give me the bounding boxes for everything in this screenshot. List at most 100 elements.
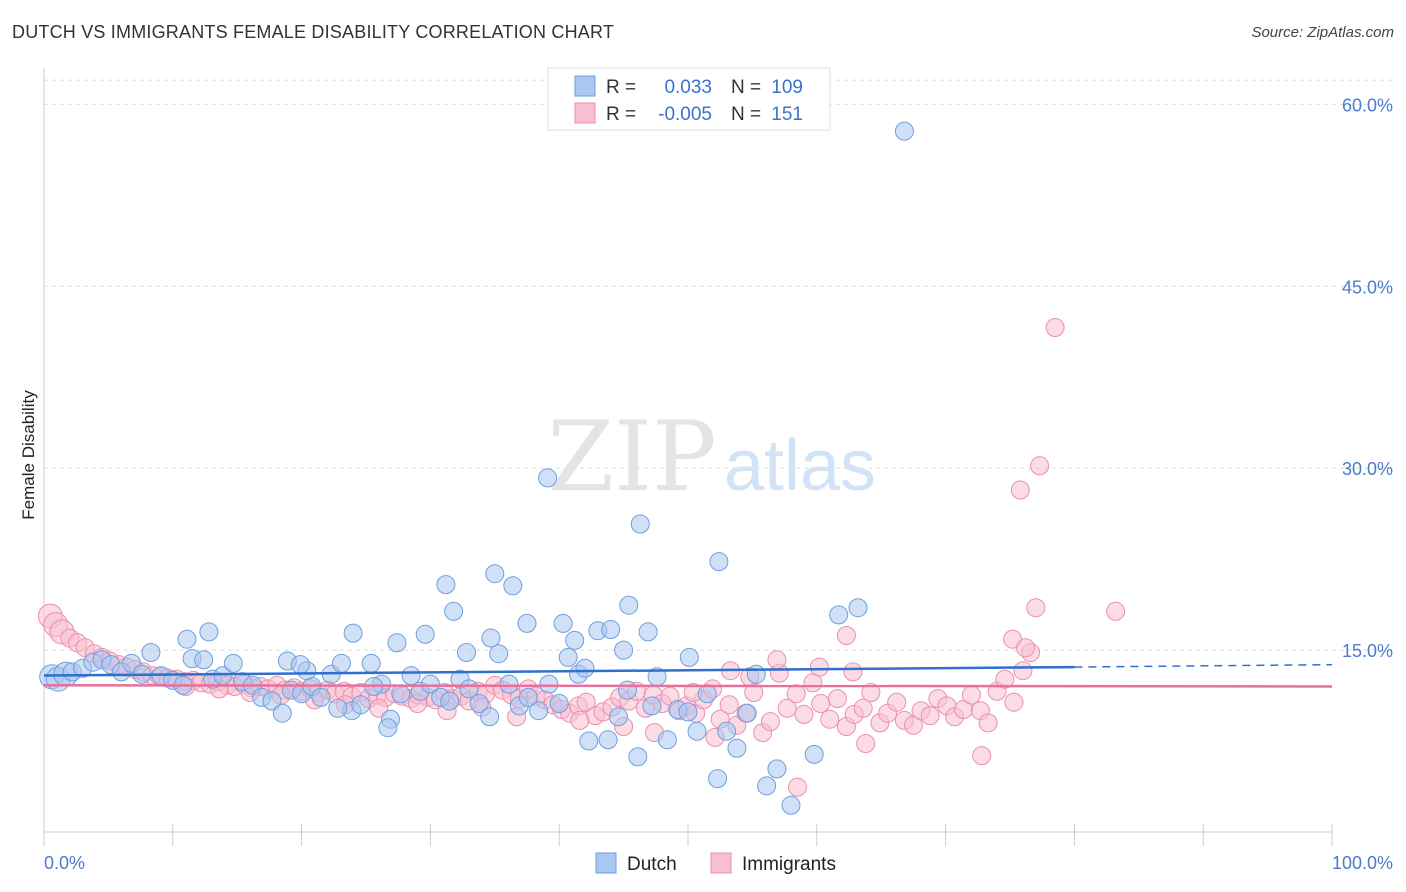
dutch-point: [630, 514, 650, 534]
dutch-point: [343, 623, 363, 643]
immigrants-point: [920, 706, 940, 726]
immigrants-point: [794, 704, 814, 724]
trend-lines: [43, 663, 1333, 688]
immigrants-point: [843, 662, 863, 682]
dutch-point: [679, 647, 699, 667]
dutch-point: [518, 687, 538, 707]
x-tick-label-min: 0.0%: [44, 853, 85, 873]
dutch-point: [387, 633, 407, 653]
stats-n-value-immigrants: 151: [771, 104, 803, 125]
stats-r-value-dutch: 0.033: [664, 77, 712, 98]
dutch-point: [517, 613, 537, 633]
dutch-point: [199, 622, 219, 642]
dutch-points: [39, 121, 914, 815]
dutch-point: [401, 666, 421, 686]
immigrants-point: [1045, 318, 1065, 337]
immigrants-point: [861, 683, 881, 702]
dutch-point: [436, 575, 456, 595]
immigrants-point: [827, 689, 847, 709]
dutch-trend-line: [43, 665, 1075, 677]
dutch-trend-extension: [1074, 663, 1333, 668]
immigrants-point: [369, 698, 389, 718]
dutch-point: [657, 730, 677, 750]
dutch-point: [565, 630, 585, 650]
immigrants-point: [1010, 480, 1030, 500]
immigrants-point: [777, 698, 797, 718]
dutch-point: [781, 795, 801, 815]
immigrants-point: [1013, 661, 1033, 681]
immigrants-point: [836, 626, 856, 645]
dutch-point: [575, 658, 595, 678]
dutch-point: [757, 776, 777, 796]
dutch-point: [767, 759, 787, 779]
dutch-point: [829, 605, 849, 625]
immigrants-point: [972, 746, 992, 766]
dutch-point: [332, 653, 351, 673]
immigrants-point: [853, 698, 873, 718]
x-axis-ticks: [43, 824, 1333, 846]
chart-title: DUTCH VS IMMIGRANTS FEMALE DISABILITY CO…: [12, 22, 615, 42]
immigrants-point: [856, 734, 876, 753]
dutch-point: [489, 644, 509, 664]
dutch-point: [391, 684, 411, 704]
dutch-point: [440, 691, 460, 711]
dutch-point: [469, 694, 489, 713]
immigrants-point: [1026, 598, 1046, 618]
stats-legend: R = 0.033 N = 109 R = -0.005 N = 151: [547, 67, 831, 131]
source-credit: Source: ZipAtlas.com: [1251, 24, 1394, 41]
dutch-point: [746, 664, 766, 684]
dutch-point: [481, 628, 501, 648]
dutch-point: [420, 674, 440, 694]
dutch-point: [618, 680, 637, 700]
dutch-point: [194, 650, 214, 670]
dutch-point: [223, 653, 243, 673]
immigrants-point: [820, 709, 840, 729]
stats-n-value-dutch: 109: [771, 77, 803, 98]
stats-n-label-immigrants: N =: [731, 104, 761, 125]
bottom-legend: Dutch Immigrants: [595, 852, 836, 875]
dutch-point: [717, 721, 737, 741]
legend-label-immigrants: Immigrants: [742, 854, 836, 875]
immigrants-point: [1016, 638, 1035, 658]
legend-swatch-dutch: [595, 852, 617, 874]
dutch-point: [351, 695, 371, 715]
stats-n-label-dutch: N =: [731, 77, 761, 98]
dutch-point: [549, 694, 569, 713]
dutch-point: [619, 595, 639, 615]
dutch-point: [141, 643, 161, 662]
dutch-point: [601, 620, 621, 639]
immigrants-point: [719, 695, 739, 715]
legend-label-dutch: Dutch: [627, 854, 677, 875]
stats-swatch-dutch: [574, 75, 596, 97]
dutch-point: [539, 674, 559, 694]
dutch-point: [503, 576, 523, 596]
dutch-point: [579, 731, 599, 751]
dutch-point: [848, 598, 868, 618]
dutch-point: [457, 643, 476, 662]
dutch-point: [727, 738, 747, 758]
dutch-point: [415, 624, 435, 644]
dutch-point: [709, 552, 729, 572]
y-tick-label: 30.0%: [1342, 459, 1393, 479]
immigrants-trend-line: [43, 684, 1333, 688]
watermark-atlas: atlas: [724, 426, 876, 506]
dutch-point: [678, 702, 698, 722]
dutch-point: [598, 730, 618, 750]
dutch-point: [378, 718, 398, 738]
legend-swatch-immigrants: [710, 852, 732, 874]
immigrants-points: [37, 318, 1126, 797]
immigrants-point: [760, 712, 780, 732]
dutch-point: [804, 744, 824, 764]
immigrants-point: [788, 777, 807, 797]
y-tick-label: 45.0%: [1342, 277, 1393, 297]
dutch-point: [558, 647, 578, 667]
immigrants-point: [1004, 692, 1024, 712]
immigrants-point: [1106, 601, 1126, 621]
dutch-point: [499, 674, 519, 694]
immigrants-point: [903, 715, 923, 735]
dutch-point: [538, 468, 558, 488]
dutch-point: [480, 707, 500, 727]
dutch-point: [614, 640, 634, 660]
dutch-point: [737, 703, 757, 723]
